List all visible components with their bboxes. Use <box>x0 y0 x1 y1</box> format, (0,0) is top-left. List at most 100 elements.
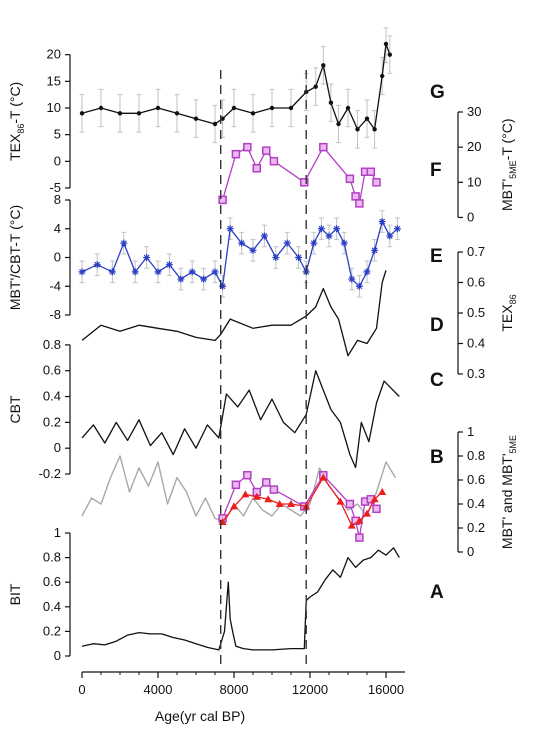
data-point-star <box>188 268 196 276</box>
data-point-dot <box>155 105 161 111</box>
x-tick-label: 16000 <box>368 682 404 697</box>
data-point-star <box>260 232 268 240</box>
data-point-star <box>317 225 325 233</box>
data-point-square <box>319 142 328 152</box>
data-point-square <box>355 533 364 542</box>
y-tick-label: -0.2 <box>39 466 61 481</box>
data-point-dot <box>336 121 341 127</box>
data-point-star <box>363 268 371 276</box>
data-point-dot <box>269 105 275 111</box>
y-tick-label: 0.8 <box>467 448 485 463</box>
data-point-star <box>371 246 379 254</box>
data-point-triangle <box>252 492 261 500</box>
data-point-square <box>243 470 252 480</box>
data-point-dot <box>345 105 351 111</box>
data-point-triangle <box>319 473 328 481</box>
data-point-triangle <box>336 497 345 505</box>
y-tick-label: 20 <box>47 47 61 62</box>
y-axis-label: MBT'5ME-T (°C) <box>499 118 518 211</box>
data-point-dot <box>79 111 85 116</box>
panel-letter: E <box>430 246 443 267</box>
y-tick-label: 0.6 <box>467 275 485 290</box>
y-tick-label: 0.5 <box>467 305 485 320</box>
y-axis-label: MBT'/CBT-T (°C) <box>7 205 23 310</box>
data-point-dot <box>387 52 392 57</box>
y-tick-label: 5 <box>54 127 61 142</box>
y-tick-label: 0.7 <box>467 244 485 259</box>
x-tick-label: 8000 <box>220 682 249 697</box>
data-point-star <box>272 254 280 261</box>
data-point-square <box>345 499 355 509</box>
data-point-star <box>386 232 394 240</box>
data-point-dot <box>355 127 360 132</box>
data-point-star <box>295 254 303 261</box>
y-tick-label: 0.4 <box>467 496 485 511</box>
series-line <box>81 370 400 469</box>
data-point-dot <box>372 127 377 132</box>
data-point-star <box>108 268 116 276</box>
axes-layer <box>65 54 463 678</box>
y-tick-label: 0.6 <box>43 574 61 589</box>
data-point-dot <box>380 73 385 79</box>
data-point-star <box>226 225 234 233</box>
data-point-dot <box>313 84 318 89</box>
data-point-triangle <box>230 502 238 510</box>
data-point-star <box>211 268 219 276</box>
data-point-square <box>218 195 227 205</box>
y-tick-label: -5 <box>49 180 61 195</box>
y-axis-label: TEX86-T (°C) <box>7 82 26 161</box>
data-point-square <box>231 149 241 159</box>
y-tick-label: 0.2 <box>43 623 61 638</box>
y-tick-label: 0.2 <box>43 414 61 429</box>
data-point-dot <box>364 116 370 121</box>
data-point-dot <box>136 111 142 116</box>
data-point-square <box>372 178 381 187</box>
data-point-square <box>366 167 376 177</box>
y-tick-label: 0.8 <box>43 337 61 352</box>
data-point-star <box>340 239 348 247</box>
data-point-star <box>200 275 208 283</box>
data-point-star <box>219 282 227 290</box>
y-tick-label: 0.8 <box>43 550 61 565</box>
y-tick-label: 0.3 <box>467 366 485 381</box>
data-point-square <box>262 146 271 155</box>
y-tick-label: 10 <box>467 174 481 189</box>
data-point-star <box>333 225 341 233</box>
data-point-triangle <box>264 495 273 503</box>
y-axis-label: CBT <box>7 395 23 423</box>
data-point-triangle <box>241 490 250 498</box>
series-layer <box>78 41 401 651</box>
y-tick-label: 0 <box>54 648 61 663</box>
data-point-square <box>351 192 360 201</box>
y-tick-label: 0 <box>467 209 474 224</box>
y-tick-label: 8 <box>54 192 61 207</box>
data-point-star <box>78 268 86 276</box>
data-point-dot <box>231 105 237 111</box>
data-point-dot <box>212 121 218 127</box>
panel-letter: D <box>430 315 444 336</box>
series-line <box>81 547 400 651</box>
data-point-star <box>165 261 173 269</box>
data-point-square <box>300 178 309 187</box>
x-tick-label: 4000 <box>144 682 173 697</box>
data-point-triangle <box>370 495 379 503</box>
panel-letter: F <box>430 160 442 181</box>
y-tick-label: 0.6 <box>467 472 485 487</box>
y-tick-label: 15 <box>47 73 61 88</box>
data-point-square <box>372 504 381 514</box>
data-point-star <box>120 239 128 247</box>
panel-letter: B <box>430 447 444 468</box>
series-line <box>81 43 391 130</box>
data-point-square <box>355 199 364 208</box>
data-point-star <box>325 232 333 240</box>
y-tick-label: 1 <box>54 525 61 540</box>
data-point-square <box>269 485 279 494</box>
data-point-square <box>345 174 355 184</box>
panel-letter: G <box>430 82 445 103</box>
data-point-star <box>348 275 356 283</box>
data-point-dot <box>174 111 180 116</box>
data-point-triangle <box>347 521 356 529</box>
data-point-star <box>177 275 185 283</box>
data-point-triangle <box>363 509 371 517</box>
data-point-star <box>393 225 401 233</box>
